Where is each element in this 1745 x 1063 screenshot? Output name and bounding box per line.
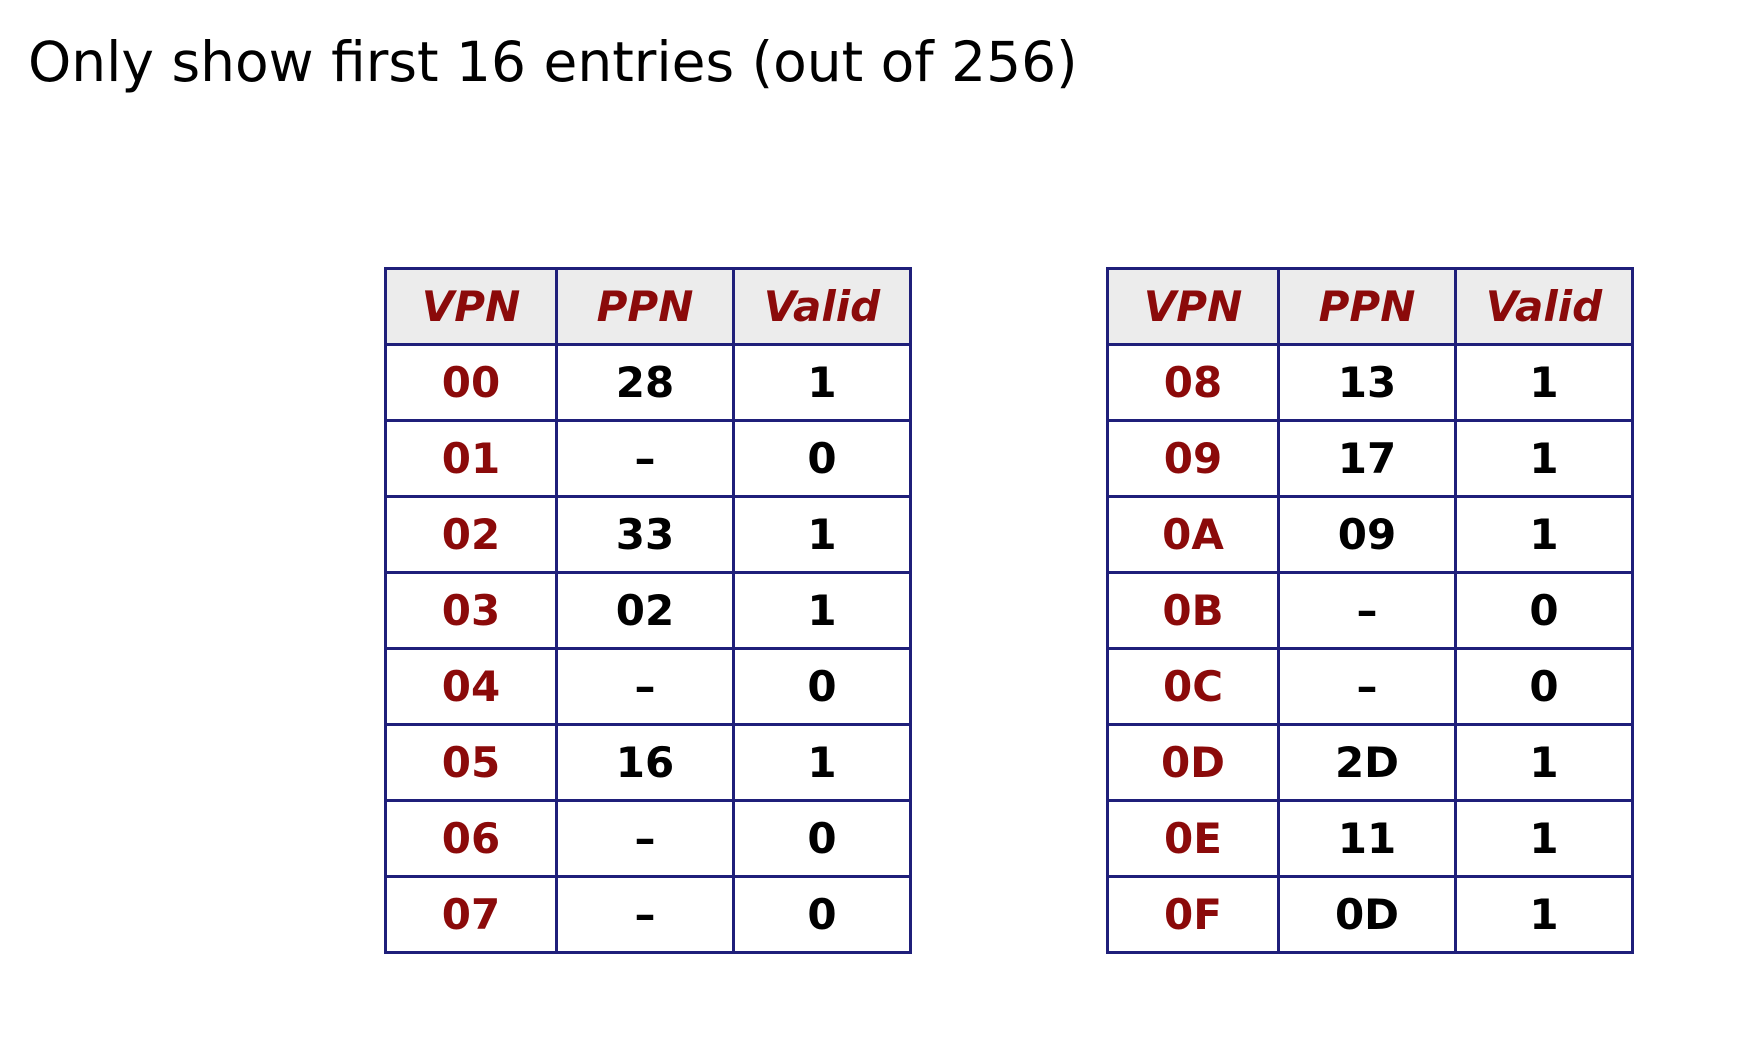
table-header-row: VPN PPN Valid bbox=[384, 267, 912, 346]
valid-cell: 1 bbox=[1454, 723, 1634, 802]
ppn-cell: 17 bbox=[1277, 419, 1457, 498]
valid-column-header: Valid bbox=[732, 267, 912, 346]
valid-column-header: Valid bbox=[1454, 267, 1634, 346]
table-row: 04 – 0 bbox=[384, 647, 912, 726]
valid-cell: 1 bbox=[732, 495, 912, 574]
ppn-cell: 2D bbox=[1277, 723, 1457, 802]
table-row: 09 17 1 bbox=[1106, 419, 1634, 498]
ppn-column-header: PPN bbox=[555, 267, 735, 346]
valid-cell: 0 bbox=[732, 419, 912, 498]
vpn-column-header: VPN bbox=[384, 267, 558, 346]
valid-cell: 0 bbox=[1454, 647, 1634, 726]
ppn-cell: 28 bbox=[555, 343, 735, 422]
vpn-cell: 02 bbox=[384, 495, 558, 574]
valid-cell: 0 bbox=[732, 647, 912, 726]
table-row: 0F 0D 1 bbox=[1106, 875, 1634, 954]
vpn-cell: 0C bbox=[1106, 647, 1280, 726]
ppn-cell: – bbox=[555, 799, 735, 878]
valid-cell: 1 bbox=[1454, 419, 1634, 498]
ppn-cell: – bbox=[555, 875, 735, 954]
valid-cell: 1 bbox=[732, 723, 912, 802]
vpn-cell: 04 bbox=[384, 647, 558, 726]
page-table-right: VPN PPN Valid 08 13 1 09 17 1 0A 09 1 0B… bbox=[1106, 267, 1634, 954]
vpn-cell: 09 bbox=[1106, 419, 1280, 498]
valid-cell: 1 bbox=[1454, 343, 1634, 422]
valid-cell: 0 bbox=[732, 875, 912, 954]
vpn-cell: 0A bbox=[1106, 495, 1280, 574]
vpn-column-header: VPN bbox=[1106, 267, 1280, 346]
table-row: 0E 11 1 bbox=[1106, 799, 1634, 878]
vpn-cell: 0B bbox=[1106, 571, 1280, 650]
table-row: 0C – 0 bbox=[1106, 647, 1634, 726]
table-row: 07 – 0 bbox=[384, 875, 912, 954]
ppn-column-header: PPN bbox=[1277, 267, 1457, 346]
vpn-cell: 00 bbox=[384, 343, 558, 422]
ppn-cell: – bbox=[555, 419, 735, 498]
ppn-cell: 33 bbox=[555, 495, 735, 574]
table-row: 08 13 1 bbox=[1106, 343, 1634, 422]
valid-cell: 0 bbox=[1454, 571, 1634, 650]
table-row: 0A 09 1 bbox=[1106, 495, 1634, 574]
vpn-cell: 08 bbox=[1106, 343, 1280, 422]
table-row: 06 – 0 bbox=[384, 799, 912, 878]
vpn-cell: 01 bbox=[384, 419, 558, 498]
table-row: 02 33 1 bbox=[384, 495, 912, 574]
table-row: 05 16 1 bbox=[384, 723, 912, 802]
table-row: 0D 2D 1 bbox=[1106, 723, 1634, 802]
page-table-left: VPN PPN Valid 00 28 1 01 – 0 02 33 1 03 … bbox=[384, 267, 912, 954]
valid-cell: 1 bbox=[1454, 799, 1634, 878]
ppn-cell: – bbox=[555, 647, 735, 726]
ppn-cell: 09 bbox=[1277, 495, 1457, 574]
valid-cell: 1 bbox=[732, 343, 912, 422]
table-row: 01 – 0 bbox=[384, 419, 912, 498]
ppn-cell: – bbox=[1277, 647, 1457, 726]
page-title: Only show first 16 entries (out of 256) bbox=[28, 30, 1078, 94]
valid-cell: 1 bbox=[1454, 495, 1634, 574]
ppn-cell: – bbox=[1277, 571, 1457, 650]
ppn-cell: 02 bbox=[555, 571, 735, 650]
ppn-cell: 16 bbox=[555, 723, 735, 802]
vpn-cell: 05 bbox=[384, 723, 558, 802]
ppn-cell: 0D bbox=[1277, 875, 1457, 954]
vpn-cell: 0D bbox=[1106, 723, 1280, 802]
valid-cell: 0 bbox=[732, 799, 912, 878]
valid-cell: 1 bbox=[1454, 875, 1634, 954]
vpn-cell: 03 bbox=[384, 571, 558, 650]
vpn-cell: 06 bbox=[384, 799, 558, 878]
table-row: 00 28 1 bbox=[384, 343, 912, 422]
vpn-cell: 0E bbox=[1106, 799, 1280, 878]
table-header-row: VPN PPN Valid bbox=[1106, 267, 1634, 346]
table-row: 03 02 1 bbox=[384, 571, 912, 650]
ppn-cell: 13 bbox=[1277, 343, 1457, 422]
ppn-cell: 11 bbox=[1277, 799, 1457, 878]
vpn-cell: 0F bbox=[1106, 875, 1280, 954]
table-row: 0B – 0 bbox=[1106, 571, 1634, 650]
valid-cell: 1 bbox=[732, 571, 912, 650]
vpn-cell: 07 bbox=[384, 875, 558, 954]
